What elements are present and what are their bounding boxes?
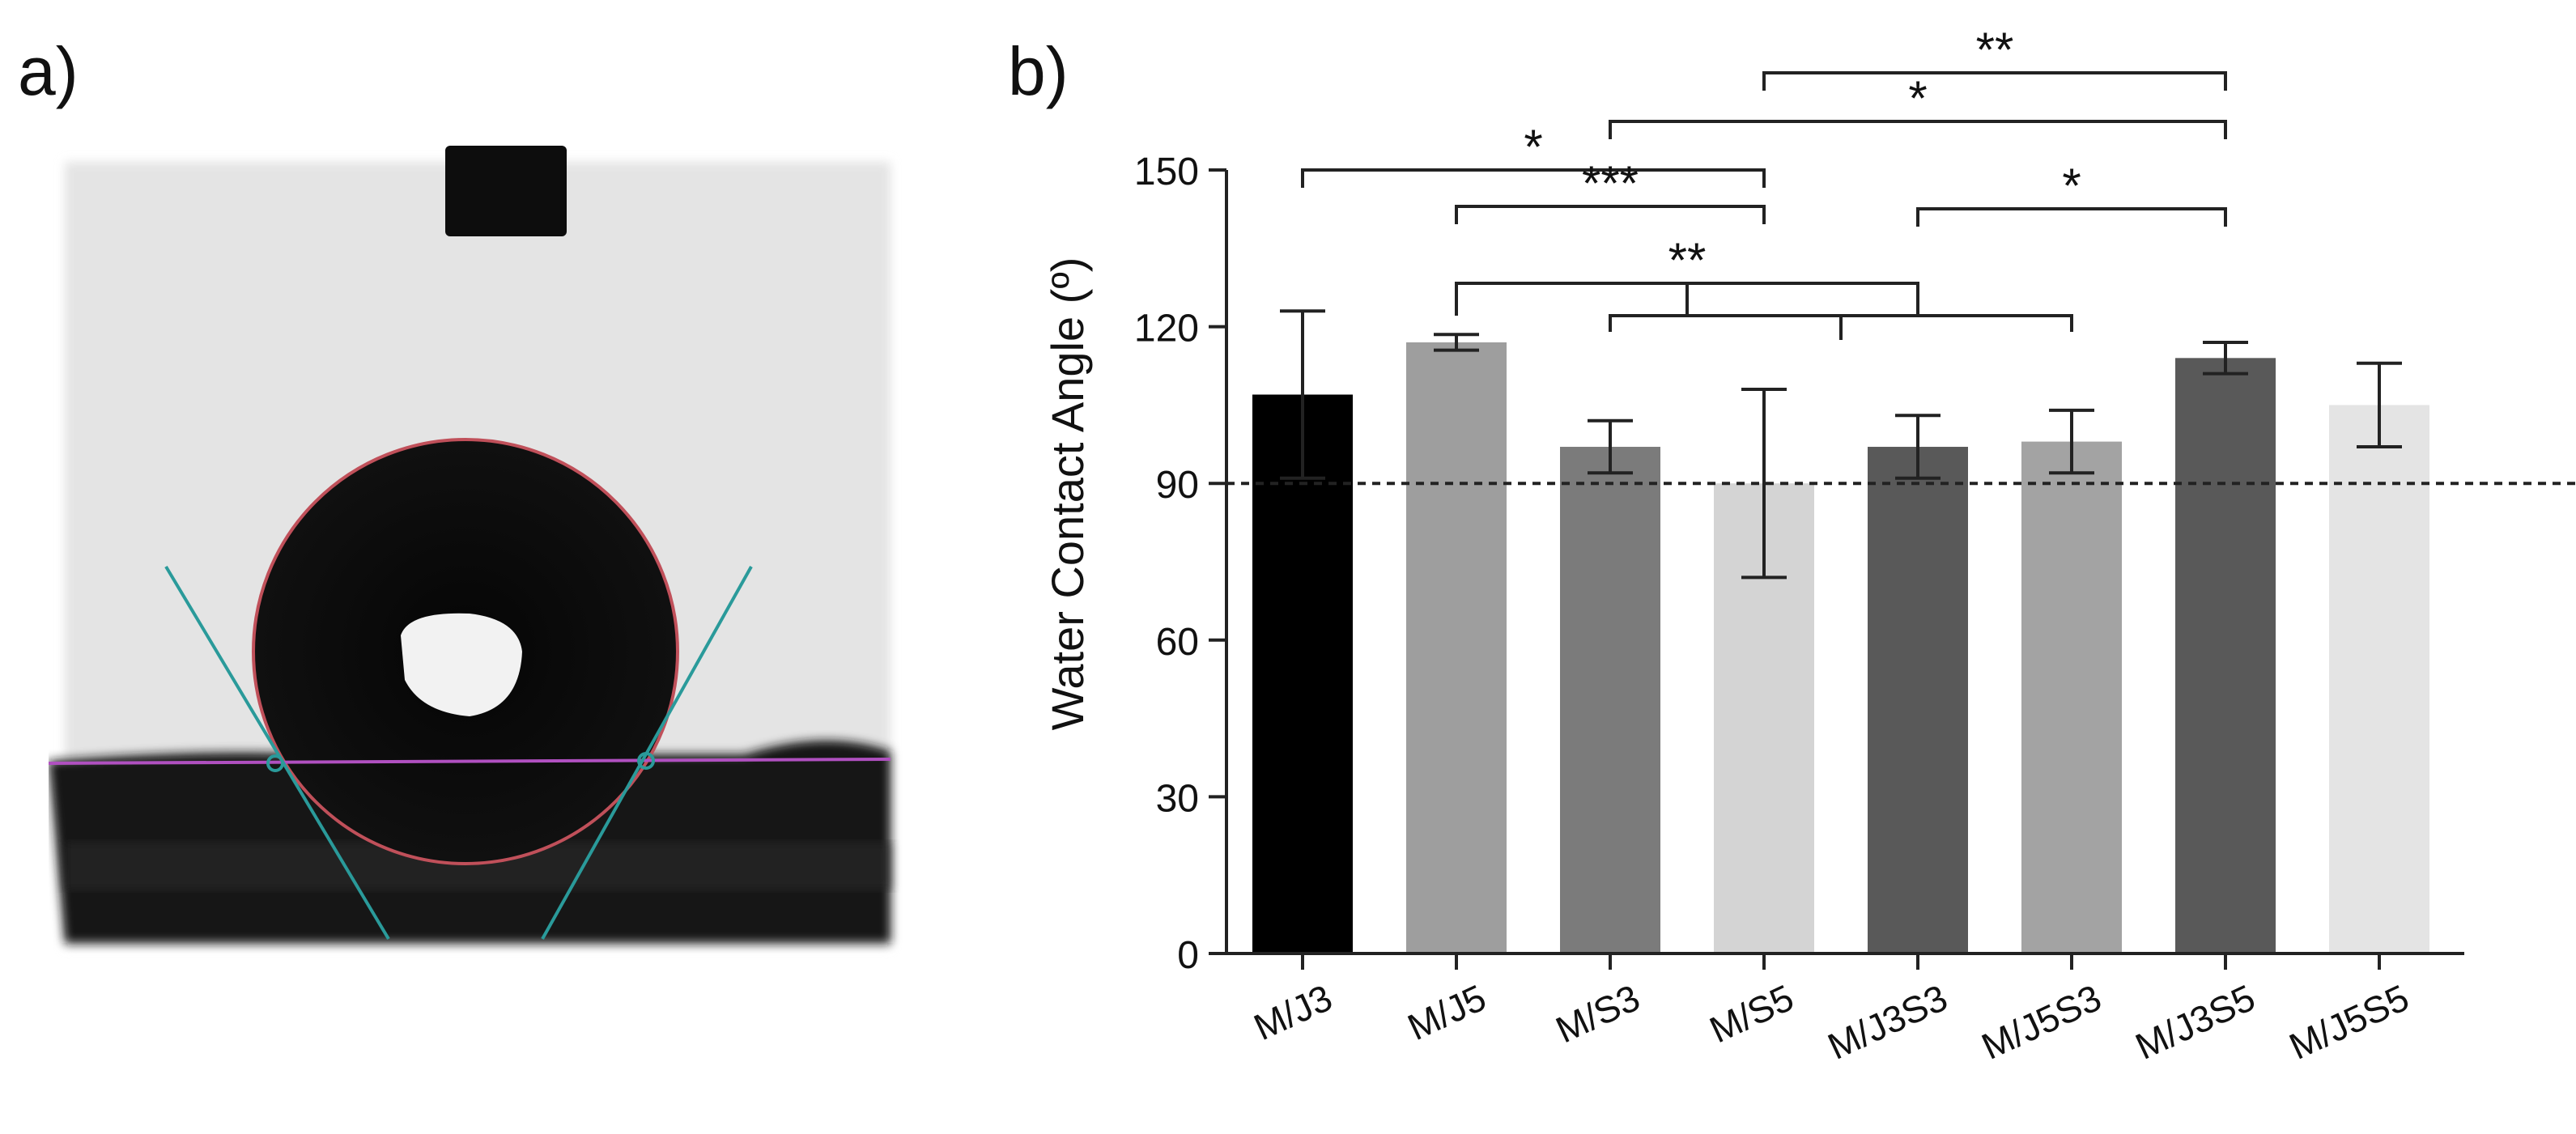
droplet-fit-circle <box>252 438 679 865</box>
significance-bracket <box>1455 205 1766 224</box>
y-tick-label: 120 <box>1134 308 1199 350</box>
significance-bracket <box>1609 120 2227 139</box>
panel-b-label: b) <box>1008 33 1069 109</box>
x-tick-label: M/J5 <box>1401 976 1492 1048</box>
panel-a-label: a) <box>18 33 79 109</box>
dispensing-needle <box>445 146 567 236</box>
bar <box>1560 447 1660 953</box>
x-axis: M/J3 M/J5 M/S3 M/S5 M/J3S3 M/J5S3 M/J3S5 M/J5S5 <box>1226 952 2464 1068</box>
bar <box>1406 342 1507 954</box>
right-contact-point <box>637 752 655 770</box>
significance-label: ** <box>1668 233 1707 287</box>
significance-bracket <box>1301 168 1766 188</box>
y-axis: 0 30 60 90 120 150 <box>1134 151 1228 977</box>
y-tick-label: 90 <box>1156 464 1199 507</box>
bar <box>2329 405 2429 953</box>
left-tangent-line <box>164 565 390 941</box>
bar <box>2021 441 2122 953</box>
x-tick-label: M/J5S3 <box>1975 976 2107 1068</box>
significance-label: *** <box>1582 156 1639 210</box>
significance-brackets: ********** <box>1301 23 2227 340</box>
y-tick-label: 150 <box>1134 151 1199 193</box>
x-tick-label: M/S5 <box>1703 976 1800 1051</box>
bar <box>1868 447 1968 953</box>
droplet-highlight <box>401 613 522 716</box>
x-tick-label: M/S3 <box>1549 976 1646 1051</box>
significance-bracket <box>1916 207 2227 227</box>
left-contact-point <box>266 754 284 772</box>
x-tick-label: M/J3S5 <box>2129 976 2261 1068</box>
bar <box>2175 358 2276 953</box>
bar-series <box>1252 342 2429 954</box>
y-axis-label: Water Contact Angle (º) <box>1042 257 1093 731</box>
y-tick-label: 30 <box>1156 777 1199 820</box>
baseline <box>49 758 891 765</box>
significance-label: * <box>2062 159 2081 213</box>
x-tick-label: M/J5S5 <box>2283 976 2415 1068</box>
significance-label: * <box>1524 120 1542 174</box>
significance-label: * <box>1908 71 1927 125</box>
y-tick-label: 60 <box>1156 621 1199 664</box>
droplet-contact-angle-photo <box>49 146 891 947</box>
x-tick-label: M/J3S3 <box>1821 976 1953 1068</box>
significance-label: ** <box>1976 23 2014 77</box>
x-tick-label: M/J3 <box>1248 976 1338 1048</box>
y-tick-label: 0 <box>1177 934 1199 977</box>
bar <box>1252 394 1353 953</box>
error-bars <box>1280 309 2402 580</box>
significance-bracket <box>1762 71 2227 91</box>
